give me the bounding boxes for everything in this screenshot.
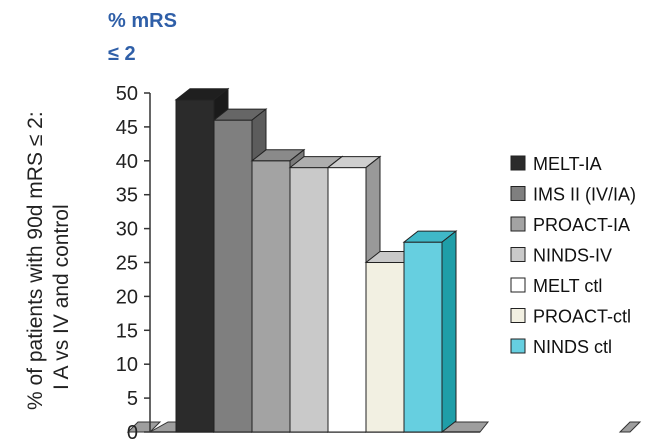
legend-swatch [510, 216, 526, 232]
y-tick-label: 35 [116, 185, 138, 207]
unit-label-line2: ≤ 2 [108, 43, 136, 65]
legend-label: PROACT-ctl [533, 307, 631, 327]
y-tick-label: 50 [116, 83, 138, 105]
legend-swatch [510, 155, 526, 171]
legend-swatch [510, 277, 526, 293]
bar-front [175, 99, 215, 433]
y-tick-label: 10 [116, 354, 138, 376]
legend-label: NINDS ctl [533, 337, 612, 357]
bar-front [213, 119, 253, 433]
y-axis-label-line1: % of patients with 90d mRS ≤ 2: [24, 111, 47, 410]
y-tick-label: 30 [116, 219, 138, 241]
chart-floor-right [618, 421, 642, 433]
bar-front [251, 160, 291, 433]
y-tick-label: 25 [116, 253, 138, 275]
y-axis-label-line2: I A vs IV and control [50, 204, 73, 390]
bar-side [441, 230, 457, 434]
y-tick-label: 40 [116, 151, 138, 173]
legend: MELT-IA IMS II (IV/IA) PROACT-IA NINDS-IV ME… [510, 154, 636, 357]
bar-front [365, 262, 405, 433]
legend-swatch [510, 186, 526, 201]
bars-layer [174, 87, 458, 434]
legend-swatch [510, 308, 526, 323]
y-tick-label: 0 [127, 422, 138, 440]
bar-7 [402, 230, 458, 434]
y-tick-label: 20 [116, 286, 138, 308]
legend-label: MELT-IA [533, 154, 602, 174]
legend-swatch [510, 338, 526, 354]
legend-label: MELT ctl [533, 276, 602, 296]
y-tick-label: 5 [127, 388, 138, 410]
y-tick-label: 15 [116, 320, 138, 342]
unit-label-line1: % mRS [108, 10, 177, 32]
legend-swatch [510, 247, 526, 262]
bar-front [403, 241, 443, 433]
y-tick-label: 45 [116, 117, 138, 139]
legend-label: IMS II (IV/IA) [533, 185, 636, 205]
bar-front [327, 167, 367, 433]
chart-floor-left [126, 421, 162, 433]
bar-front [289, 167, 329, 433]
legend-label: NINDS-IV [533, 246, 612, 266]
legend-label: PROACT-IA [533, 215, 630, 235]
